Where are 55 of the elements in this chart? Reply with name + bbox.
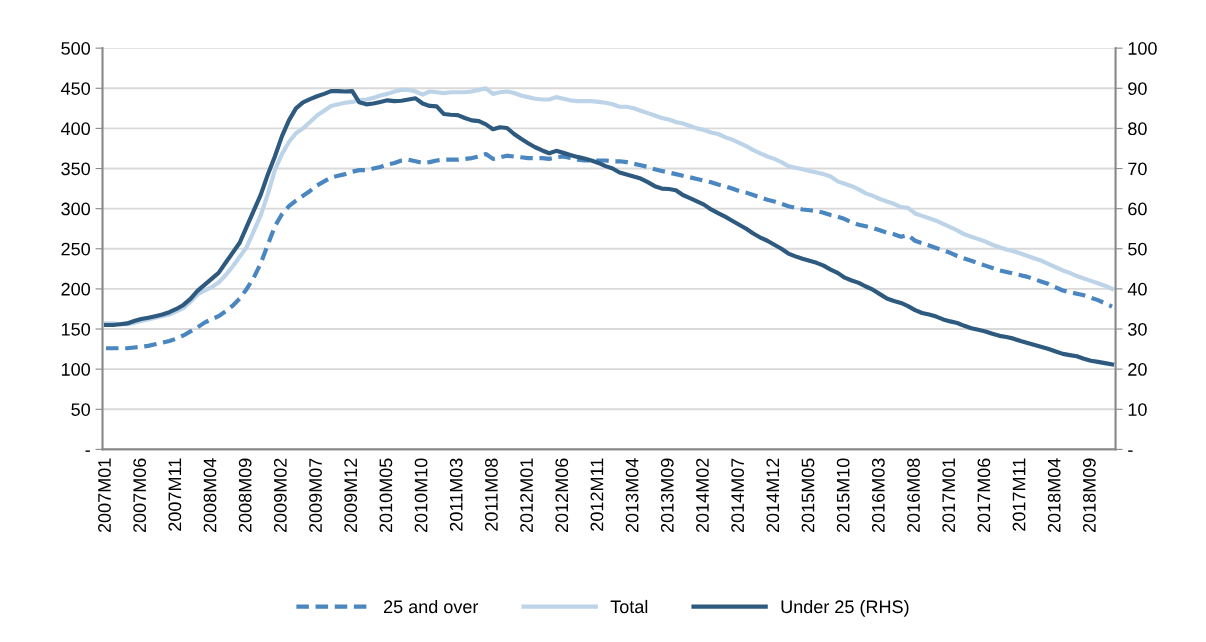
- x-tick-label: 2012M11: [590, 458, 604, 531]
- y2-tick-label: 20: [1128, 363, 1147, 376]
- x-tick-label: 2009M12: [344, 458, 358, 533]
- y-tick-label: 300: [61, 202, 90, 216]
- y-tick-label: 350: [61, 162, 90, 176]
- y2-tick-label: 80: [1128, 122, 1147, 136]
- y-tick-label: 250: [61, 242, 90, 256]
- y2-tick-label: 60: [1128, 202, 1147, 216]
- y2-tick-label: 10: [1128, 403, 1147, 416]
- x-tick-label: 2010M10: [414, 458, 428, 533]
- y-tick-label: -: [85, 450, 90, 452]
- y2-tick-label: 50: [1128, 242, 1147, 256]
- x-tick-label: 2012M01: [520, 458, 533, 533]
- x-tick-label: 2017M11: [1012, 458, 1026, 531]
- legend-label: 25 and over: [383, 599, 479, 614]
- x-tick-label: 2015M05: [801, 458, 815, 533]
- y2-tick-label: 70: [1128, 162, 1147, 176]
- x-tick-label: 2014M07: [731, 458, 745, 533]
- x-tick-label: 2011M03: [449, 458, 463, 531]
- x-tick-label: 2007M06: [133, 458, 147, 533]
- y-tick-label: 450: [61, 82, 90, 95]
- x-tick-label: 2017M06: [977, 458, 991, 533]
- y-tick-label: 500: [61, 42, 90, 55]
- x-tick-label: 2014M02: [696, 458, 709, 533]
- y2-tick-label: 100: [1128, 42, 1157, 55]
- y-tick-label: 150: [61, 322, 90, 336]
- x-tick-label: 2013M09: [660, 458, 674, 533]
- line-series: [103, 151, 1115, 351]
- x-tick-label: 2014M12: [766, 458, 780, 533]
- x-tick-label: 2016M08: [907, 458, 920, 533]
- x-tick-label: 2008M09: [238, 458, 252, 533]
- x-tick-label: 2009M02: [273, 458, 287, 533]
- y2-tick-label: 30: [1128, 322, 1147, 336]
- y2-tick-label: 40: [1127, 282, 1147, 296]
- y-tick-label: 200: [61, 282, 90, 296]
- legend-label: Total: [610, 599, 648, 614]
- x-tick-label: 2011M08: [485, 458, 498, 531]
- x-tick-label: 2018M04: [1047, 458, 1061, 533]
- x-tick-label: 2017M01: [942, 458, 956, 533]
- y-tick-label: 400: [61, 122, 90, 136]
- x-tick-label: 2012M06: [555, 458, 569, 533]
- x-tick-label: 2007M01: [98, 458, 111, 533]
- y-tick-label: 50: [71, 403, 90, 416]
- x-tick-label: 2009M07: [309, 458, 322, 533]
- legend-label: Under 25 (RHS): [781, 599, 909, 617]
- y-tick-label: 100: [61, 363, 90, 376]
- x-tick-label: 2015M10: [836, 458, 850, 533]
- x-tick-label: 2018M09: [1082, 458, 1096, 533]
- x-tick-label: 2007M11: [168, 458, 182, 531]
- y2-tick-label: 90: [1128, 82, 1147, 95]
- x-tick-label: 2008M04: [203, 458, 217, 533]
- x-tick-label: 2016M03: [871, 458, 885, 533]
- x-tick-label: 2010M05: [379, 458, 393, 533]
- y2-tick-label: -: [1128, 450, 1133, 452]
- x-tick-label: 2013M04: [625, 458, 639, 533]
